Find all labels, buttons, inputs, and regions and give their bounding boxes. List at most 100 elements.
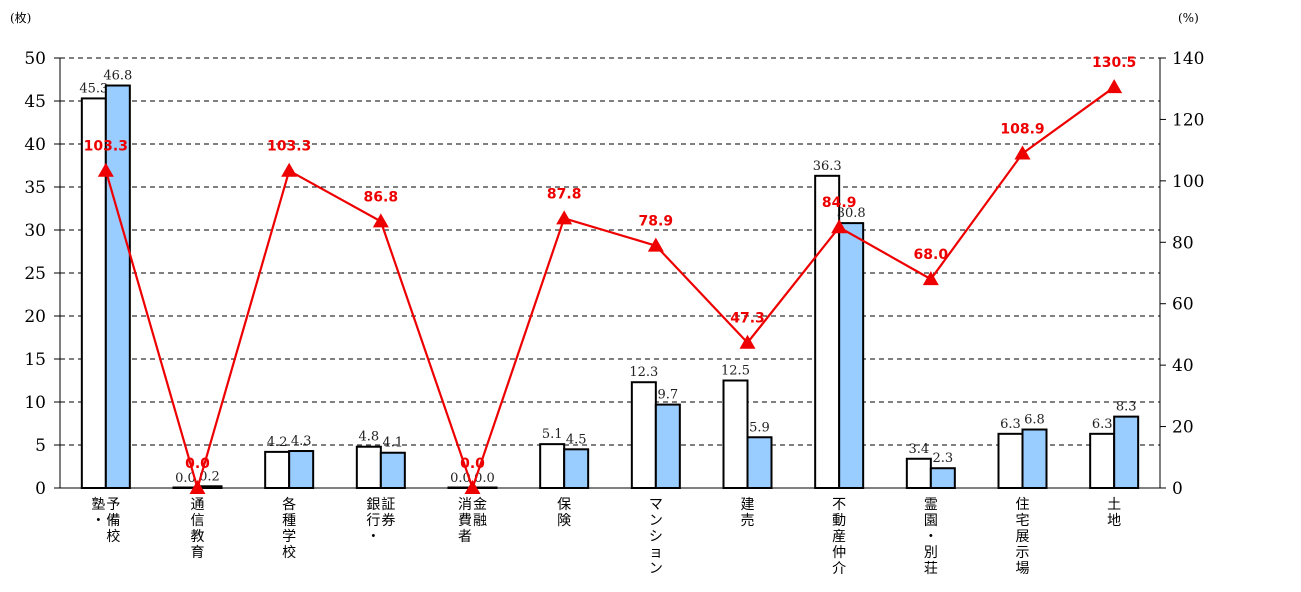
bar-current xyxy=(1113,415,1140,489)
category-label-char: 建 xyxy=(741,497,755,513)
category-label-char: 園 xyxy=(924,513,938,529)
bar-current xyxy=(1021,428,1048,489)
category-label-char: ・ xyxy=(366,529,380,545)
ratio-label: 47.3 xyxy=(730,311,765,327)
category-label-char: 種 xyxy=(282,513,296,529)
category-label-char: 塾 xyxy=(91,497,105,513)
category-label-char: マ xyxy=(649,497,663,513)
bar-current xyxy=(563,448,590,489)
bar-prev xyxy=(722,379,749,489)
ratio-label: 0.0 xyxy=(460,456,485,472)
bar-current-label: 5.9 xyxy=(749,420,770,435)
bar-prev-label: 0.0 xyxy=(175,471,196,486)
bar-prev xyxy=(814,174,841,489)
bar-prev-label: 4.8 xyxy=(358,430,379,445)
category-label-char: 行 xyxy=(366,513,380,529)
bar-prev-label: 4.2 xyxy=(267,435,288,450)
category-label-char: ・ xyxy=(924,529,938,545)
ratio-marker xyxy=(97,162,114,177)
ratio-label: 0.0 xyxy=(185,456,210,472)
category-label-char: ン xyxy=(649,513,663,529)
left-tick-label: 5 xyxy=(35,436,46,456)
ratio-marker xyxy=(1014,145,1031,160)
category-label-char: 産 xyxy=(832,529,846,545)
bar-current xyxy=(104,84,131,490)
ratio-marker xyxy=(647,237,664,252)
bar-prev xyxy=(630,381,657,489)
ratio-marker xyxy=(922,271,939,286)
category-label-char: 展 xyxy=(1016,529,1030,545)
category-label-char: 動 xyxy=(832,513,846,529)
category-label-char: 金 xyxy=(473,497,487,513)
category-label-char: 学 xyxy=(282,529,296,545)
bar-current xyxy=(929,467,956,490)
category-label-char: ・ xyxy=(91,513,105,529)
bar-prev-label: 6.3 xyxy=(1092,417,1113,432)
category-label-char: 消 xyxy=(458,497,472,513)
ratio-label: 87.8 xyxy=(547,186,582,202)
category-labels: 予備校塾・通信教育各種学校証券銀行・金融消費者保険マンション建売不動産仲介霊園・… xyxy=(91,497,1121,577)
bar-current-label: 0.0 xyxy=(474,471,495,486)
category-label-char: 土 xyxy=(1107,497,1121,513)
bar-current xyxy=(746,436,773,490)
category-label-char: 銀 xyxy=(366,497,380,513)
category-label-char: 売 xyxy=(741,513,755,529)
bar-prev-label: 12.3 xyxy=(629,365,658,380)
category-label-char: 育 xyxy=(191,545,205,561)
ratio-label: 68.0 xyxy=(914,247,949,263)
bar-current-label: 2.3 xyxy=(932,451,953,466)
bar-current-label: 4.5 xyxy=(566,432,587,447)
category-label-char: ン xyxy=(649,561,663,577)
bar-prev xyxy=(264,450,291,490)
category-label-char: 仲 xyxy=(832,545,846,561)
bar-current-label: 0.2 xyxy=(199,469,220,484)
ratio-marker xyxy=(189,480,206,494)
bar-prev xyxy=(355,445,382,489)
ratio-marker xyxy=(372,213,389,228)
bar-prev-label: 3.4 xyxy=(908,442,929,457)
bar-current xyxy=(654,403,681,489)
bar-prev xyxy=(539,443,566,490)
ratio-marker xyxy=(831,219,848,234)
category-label-char: 融 xyxy=(473,513,487,529)
category-label-char: 備 xyxy=(106,513,120,529)
ratio-polyline xyxy=(104,86,1115,492)
bar-prev-label: 5.1 xyxy=(542,427,563,442)
category-label-char: 券 xyxy=(381,513,395,529)
ratio-label: 108.9 xyxy=(1000,122,1044,138)
ratio-label: 103.3 xyxy=(84,139,128,155)
right-unit-label: (%) xyxy=(1178,11,1199,25)
category-label-char: 霊 xyxy=(924,497,938,513)
right-tick-label: 40 xyxy=(1172,356,1194,376)
category-label-char: 予 xyxy=(106,497,120,513)
left-tick-label: 30 xyxy=(24,221,46,241)
bar-prev-label: 0.0 xyxy=(450,471,471,486)
bar-current-label: 46.8 xyxy=(103,69,132,84)
ratio-label: 130.5 xyxy=(1092,55,1136,71)
category-label-char: 証 xyxy=(381,497,395,513)
left-tick-label: 20 xyxy=(24,307,46,327)
axes: 0 5 10 15 20 25 30 35 40 45 50 0 20 40 60 80 100 120 140 xyxy=(24,49,1204,499)
ratio-marker xyxy=(281,162,298,177)
left-tick-label: 0 xyxy=(35,479,46,499)
category-label-char: 各 xyxy=(282,497,296,513)
bar-current-label: 30.8 xyxy=(837,206,866,221)
ratio-marker xyxy=(556,210,573,225)
category-label-char: 不 xyxy=(832,497,846,513)
category-label-char: 校 xyxy=(106,528,120,545)
bar-current-label: 4.1 xyxy=(382,436,403,451)
left-tick-label: 15 xyxy=(24,350,46,370)
bar-current-label: 6.8 xyxy=(1024,413,1045,428)
left-tick-label: 50 xyxy=(24,49,46,69)
left-tick-label: 40 xyxy=(24,135,46,155)
category-label-char: 地 xyxy=(1107,513,1121,529)
category-label-char: シ xyxy=(649,529,663,545)
category-label-char: 示 xyxy=(1016,545,1030,561)
category-label-char: 通 xyxy=(191,497,205,513)
bar-prev-label: 12.5 xyxy=(721,364,750,379)
ratio-line: 103.3 0.0 103.3 86.8 0.0 87.8 78.9 47.3 84.9 68.0… xyxy=(84,55,1136,494)
left-unit-label: (枚) xyxy=(10,10,31,25)
bar-prev-label: 6.3 xyxy=(1000,417,1021,432)
ratio-label: 78.9 xyxy=(639,214,674,230)
